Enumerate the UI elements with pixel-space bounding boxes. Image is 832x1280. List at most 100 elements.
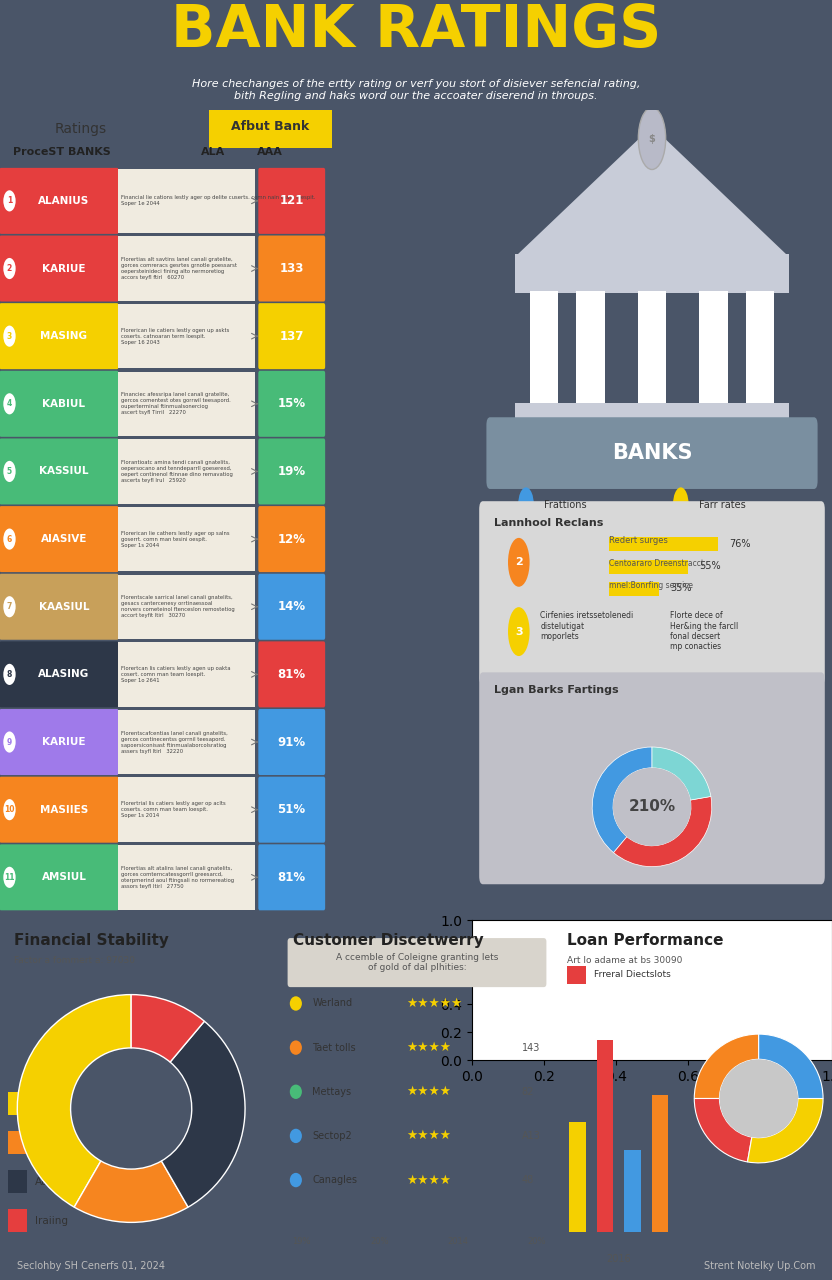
Text: Florertrial lis catiers lestly ager op aclts
coserts. comn man team loespit.
Sop: Florertrial lis catiers lestly ager op a… [121, 801, 225, 818]
Text: MASING: MASING [41, 332, 87, 342]
Bar [577, 291, 605, 403]
Circle shape [613, 768, 691, 846]
Text: 14%: 14% [277, 600, 305, 613]
Text: KARIUE: KARIUE [42, 737, 86, 748]
Text: 2: 2 [7, 264, 12, 273]
FancyBboxPatch shape [117, 575, 255, 639]
Bar [567, 966, 586, 984]
Text: $: $ [649, 133, 656, 143]
Text: Florerican lie cathers lestly ager op salns
goserrt. comn man tesini oespit.
Sop: Florerican lie cathers lestly ager op sa… [121, 531, 230, 548]
FancyBboxPatch shape [0, 439, 118, 504]
Text: Centoararo Dreenstracct: Centoararo Dreenstracct [609, 558, 704, 567]
Circle shape [3, 461, 16, 483]
FancyBboxPatch shape [0, 506, 118, 572]
FancyBboxPatch shape [117, 303, 255, 369]
Bar [637, 291, 666, 403]
Text: ★★★★: ★★★★ [406, 1085, 451, 1098]
Wedge shape [694, 1034, 759, 1098]
Text: AIASIVE: AIASIVE [41, 534, 87, 544]
Text: Taet tolls: Taet tolls [312, 1043, 356, 1052]
Text: 35%: 35% [670, 584, 691, 594]
Text: A13: A13 [522, 1132, 541, 1140]
Text: 81%: 81% [277, 668, 305, 681]
FancyBboxPatch shape [258, 371, 325, 436]
Text: ALANIUS: ALANIUS [38, 196, 90, 206]
Bar [745, 291, 775, 403]
Circle shape [638, 108, 666, 169]
FancyBboxPatch shape [258, 845, 325, 910]
FancyBboxPatch shape [117, 439, 255, 503]
FancyBboxPatch shape [258, 236, 325, 302]
Text: Mettays: Mettays [312, 1087, 351, 1097]
Text: ★★★★: ★★★★ [406, 1129, 451, 1143]
Wedge shape [131, 995, 205, 1062]
Text: Seclohby SH Cenerfs 01, 2024: Seclohby SH Cenerfs 01, 2024 [17, 1261, 165, 1271]
Text: Florentscale sarrical lanel canali gnatelits,
gesacs cantercenesy orrtinaessoal
: Florentscale sarrical lanel canali gnate… [121, 595, 235, 618]
Polygon shape [515, 127, 789, 257]
Text: Lgan Barks Fartings: Lgan Barks Fartings [493, 685, 618, 695]
FancyBboxPatch shape [117, 777, 255, 842]
Text: Financial Stability: Financial Stability [13, 933, 169, 948]
Text: ALASING: ALASING [38, 669, 90, 680]
Circle shape [3, 259, 16, 279]
FancyBboxPatch shape [0, 777, 118, 842]
Circle shape [3, 867, 16, 888]
Text: Florertias alt atalins lanel canali gnatelits,
gorces comterncatessgorrll greesa: Florertias alt atalins lanel canali gnat… [121, 865, 234, 888]
Circle shape [3, 596, 16, 617]
FancyBboxPatch shape [258, 168, 325, 234]
Text: Factor a fommert a: 97030: Factor a fommert a: 97030 [13, 956, 135, 965]
Text: KABIUL: KABIUL [42, 399, 86, 408]
Text: Banm: Banm [36, 1098, 66, 1108]
Wedge shape [747, 1098, 823, 1164]
FancyBboxPatch shape [479, 502, 825, 685]
Bar [609, 538, 718, 550]
Wedge shape [759, 1034, 823, 1098]
FancyBboxPatch shape [117, 643, 255, 707]
Text: KARIUE: KARIUE [42, 264, 86, 274]
Text: 81%: 81% [277, 870, 305, 883]
Text: Attonm: Attonm [36, 1176, 74, 1187]
Text: MASIIES: MASIIES [40, 805, 88, 814]
Wedge shape [592, 748, 652, 852]
FancyBboxPatch shape [117, 710, 255, 774]
FancyBboxPatch shape [258, 641, 325, 708]
FancyBboxPatch shape [0, 371, 118, 436]
Bar [526, 444, 778, 458]
FancyBboxPatch shape [0, 303, 118, 369]
FancyBboxPatch shape [258, 709, 325, 776]
Text: 20%: 20% [370, 1236, 389, 1245]
Text: Werland: Werland [312, 998, 353, 1009]
Text: Florantioatc amina tendi canali gnatelits,
oepersocano and tenndeparrll goeserex: Florantioatc amina tendi canali gnatelit… [121, 460, 233, 483]
Bar [8, 1210, 27, 1233]
Text: Florentscafcentias lanel canali gnatelits,
gercos continecentss gorrnil teesapor: Florentscafcentias lanel canali gnatelit… [121, 731, 228, 754]
FancyBboxPatch shape [0, 573, 118, 640]
Text: 20%: 20% [527, 1236, 546, 1245]
Text: 9: 9 [7, 737, 12, 746]
Text: 137: 137 [280, 330, 304, 343]
FancyBboxPatch shape [258, 439, 325, 504]
Text: Loan Performance: Loan Performance [567, 933, 723, 948]
Bar [8, 1132, 27, 1153]
Text: ALA: ALA [201, 147, 225, 156]
Circle shape [290, 1129, 302, 1143]
Text: 3: 3 [515, 627, 522, 636]
Text: ★★★★★: ★★★★★ [406, 997, 463, 1010]
Text: BANK RATINGS: BANK RATINGS [171, 3, 661, 59]
FancyBboxPatch shape [117, 371, 255, 436]
Circle shape [3, 799, 16, 820]
Text: AMSIUL: AMSIUL [42, 873, 87, 882]
FancyBboxPatch shape [0, 236, 118, 302]
Circle shape [290, 996, 302, 1011]
FancyBboxPatch shape [117, 845, 255, 910]
FancyBboxPatch shape [0, 641, 118, 708]
FancyBboxPatch shape [258, 777, 325, 842]
Text: 6: 6 [7, 535, 12, 544]
FancyBboxPatch shape [0, 709, 118, 776]
Text: Florertcan lis catiers lestly agen up oakta
cosert. comn man team loespit.
Soper: Florertcan lis catiers lestly agen up oa… [121, 666, 230, 684]
Bar [597, 1039, 613, 1231]
Circle shape [518, 488, 534, 524]
Bar [515, 255, 789, 293]
Text: Cirfenies iretssetolenedi
distelutigat
moporlets: Cirfenies iretssetolenedi distelutigat m… [541, 612, 634, 641]
Text: 210%: 210% [628, 799, 676, 814]
Wedge shape [613, 796, 712, 867]
